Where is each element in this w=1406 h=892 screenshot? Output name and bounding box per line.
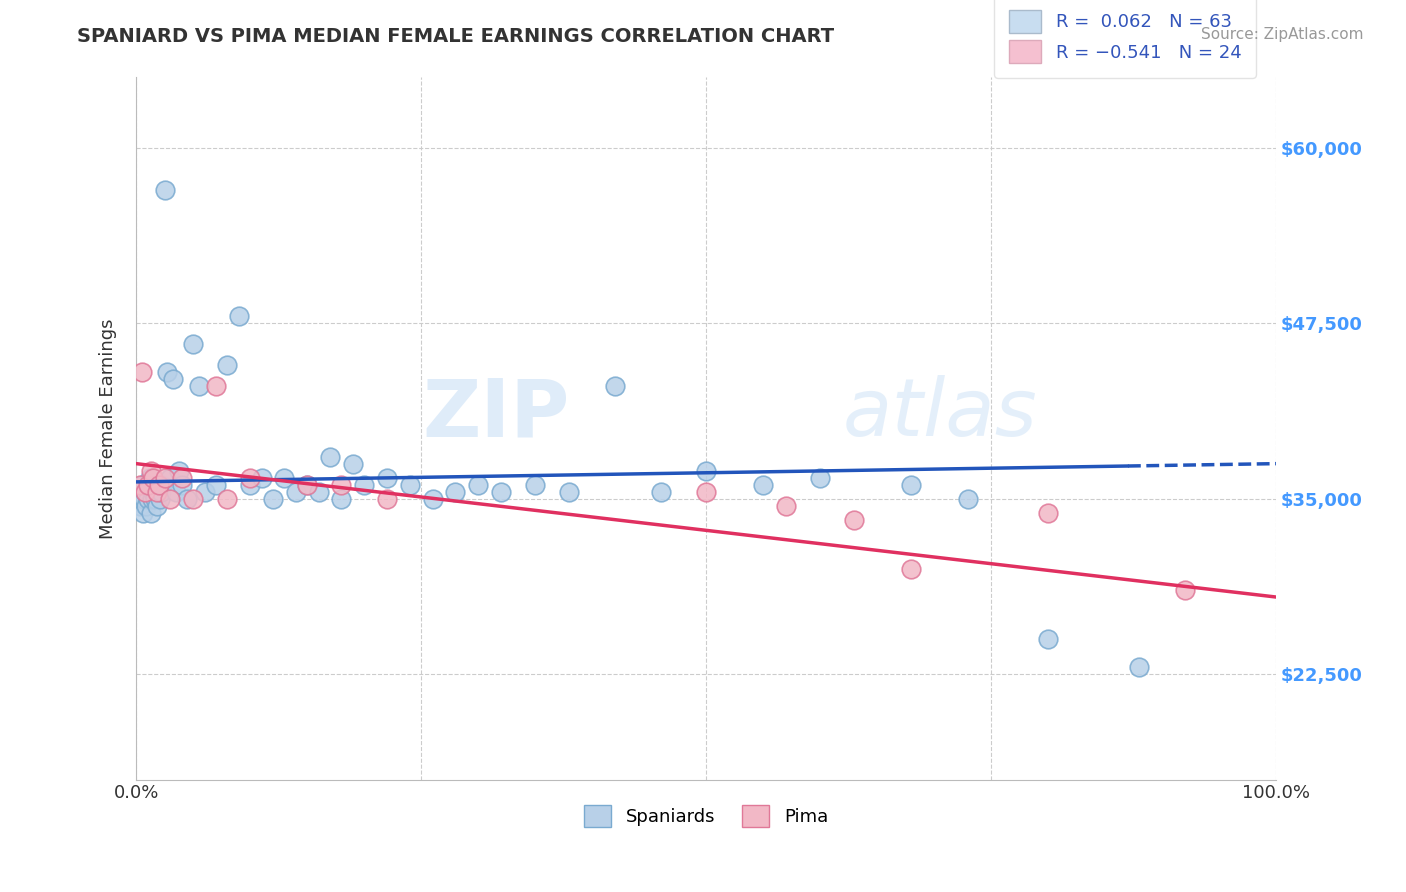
Point [844, 513, 866, 527]
Point [139, 506, 162, 520]
Point [217, 359, 239, 373]
Point [558, 484, 581, 499]
Point [1128, 660, 1150, 674]
Point [205, 477, 228, 491]
Point [131, 477, 153, 491]
Text: SPANIARD VS PIMA MEDIAN FEMALE EARNINGS CORRELATION CHART: SPANIARD VS PIMA MEDIAN FEMALE EARNINGS … [77, 27, 834, 45]
Point [330, 477, 353, 491]
Point [808, 471, 831, 485]
Point [132, 506, 155, 520]
Point [319, 450, 342, 464]
Point [239, 477, 262, 491]
Point [139, 464, 162, 478]
Point [136, 491, 159, 506]
Point [181, 491, 204, 506]
Point [467, 477, 489, 491]
Point [695, 464, 717, 478]
Point [162, 372, 184, 386]
Point [1174, 582, 1197, 597]
Point [165, 484, 187, 499]
Point [1036, 506, 1059, 520]
Point [900, 562, 922, 576]
Point [148, 477, 170, 491]
Point [176, 491, 198, 506]
Point [353, 477, 375, 491]
Point [489, 484, 512, 499]
Point [153, 471, 176, 485]
Point [143, 477, 166, 491]
Point [138, 477, 160, 491]
Point [262, 491, 284, 506]
Point [1036, 632, 1059, 647]
Point [150, 484, 173, 499]
Point [775, 499, 797, 513]
Text: Source: ZipAtlas.com: Source: ZipAtlas.com [1201, 27, 1364, 42]
Point [295, 477, 318, 491]
Point [330, 491, 353, 506]
Point [170, 471, 193, 485]
Point [342, 457, 364, 471]
Point [308, 484, 330, 499]
Point [128, 477, 150, 491]
Point [142, 471, 165, 485]
Point [217, 491, 239, 506]
Point [169, 464, 191, 478]
Point [132, 491, 155, 506]
Point [193, 484, 215, 499]
Point [170, 477, 193, 491]
Point [295, 477, 318, 491]
Point [149, 491, 172, 506]
Text: atlas: atlas [844, 376, 1038, 453]
Point [900, 477, 922, 491]
Point [153, 183, 176, 197]
Point [129, 484, 152, 499]
Point [142, 484, 165, 499]
Point [375, 491, 398, 506]
Point [181, 337, 204, 351]
Text: ZIP: ZIP [422, 376, 569, 453]
Point [250, 471, 273, 485]
Point [156, 365, 179, 379]
Point [134, 484, 156, 499]
Point [131, 365, 153, 379]
Point [187, 379, 209, 393]
Point [136, 477, 159, 491]
Point [650, 484, 672, 499]
Point [145, 491, 167, 506]
Point [398, 477, 420, 491]
Point [444, 484, 467, 499]
Point [134, 484, 156, 499]
Y-axis label: Median Female Earnings: Median Female Earnings [100, 318, 117, 539]
Point [139, 471, 162, 485]
Point [145, 499, 167, 513]
Point [146, 484, 169, 499]
Point [603, 379, 626, 393]
Point [228, 309, 250, 323]
Point [145, 484, 167, 499]
Point [150, 477, 173, 491]
Point [128, 499, 150, 513]
Point [141, 491, 163, 506]
Point [284, 484, 307, 499]
Point [422, 491, 444, 506]
Point [205, 379, 228, 393]
Point [752, 477, 775, 491]
Point [239, 471, 262, 485]
Point [375, 471, 398, 485]
Point [957, 491, 980, 506]
Point [135, 499, 157, 513]
Point [159, 471, 181, 485]
Point [273, 471, 295, 485]
Point [695, 484, 717, 499]
Point [159, 491, 181, 506]
Point [524, 477, 547, 491]
Legend: Spaniards, Pima: Spaniards, Pima [576, 797, 835, 834]
Point [148, 477, 170, 491]
